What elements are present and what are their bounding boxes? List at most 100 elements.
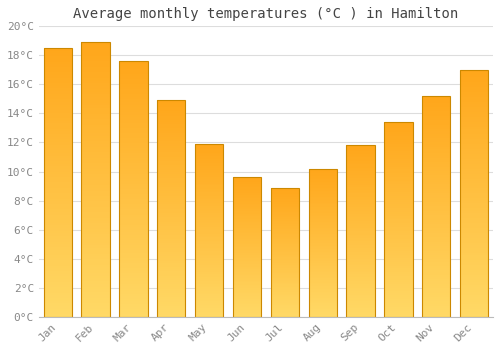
Bar [233, 270, 261, 271]
Bar [44, 62, 72, 64]
Bar [82, 42, 110, 45]
Bar [460, 213, 488, 216]
Bar [308, 203, 337, 204]
Bar [82, 292, 110, 295]
Bar [195, 275, 224, 277]
Bar [82, 166, 110, 169]
Bar [346, 178, 375, 180]
Bar [233, 304, 261, 306]
Bar [157, 135, 186, 137]
Bar [44, 241, 72, 244]
Bar [346, 154, 375, 156]
Bar [308, 302, 337, 303]
Bar [82, 300, 110, 303]
Bar [460, 161, 488, 164]
Bar [346, 221, 375, 223]
Bar [195, 232, 224, 234]
Bar [422, 235, 450, 237]
Bar [422, 204, 450, 206]
Bar [44, 51, 72, 54]
Bar [270, 194, 299, 195]
Bar [119, 133, 148, 135]
Bar [308, 204, 337, 206]
Bar [384, 309, 412, 311]
Bar [157, 247, 186, 250]
Bar [195, 227, 224, 229]
Bar [270, 294, 299, 295]
Bar [157, 297, 186, 300]
Bar [233, 294, 261, 296]
Bar [195, 294, 224, 296]
Bar [270, 288, 299, 290]
Bar [346, 192, 375, 194]
Bar [308, 284, 337, 286]
Bar [233, 256, 261, 257]
Bar [195, 215, 224, 217]
Bar [157, 267, 186, 269]
Bar [44, 110, 72, 113]
Bar [346, 278, 375, 279]
Bar [157, 150, 186, 152]
Bar [119, 94, 148, 97]
Bar [233, 243, 261, 244]
Bar [44, 118, 72, 121]
Bar [346, 216, 375, 217]
Bar [346, 312, 375, 313]
Bar [119, 187, 148, 189]
Bar [384, 239, 412, 241]
Bar [44, 201, 72, 204]
Bar [346, 296, 375, 298]
Bar [346, 166, 375, 168]
Bar [460, 119, 488, 122]
Bar [157, 276, 186, 278]
Bar [119, 122, 148, 125]
Bar [270, 264, 299, 265]
Bar [460, 191, 488, 193]
Bar [195, 305, 224, 307]
Bar [195, 156, 224, 158]
Bar [346, 307, 375, 308]
Bar [460, 144, 488, 146]
Bar [157, 313, 186, 315]
Bar [195, 272, 224, 274]
Bar [308, 315, 337, 317]
Bar [233, 262, 261, 264]
Bar [119, 268, 148, 271]
Bar [460, 218, 488, 220]
Bar [233, 306, 261, 307]
Bar [346, 301, 375, 303]
Bar [460, 183, 488, 186]
Bar [233, 177, 261, 317]
Bar [119, 263, 148, 266]
Bar [270, 290, 299, 291]
Bar [119, 276, 148, 279]
Bar [384, 298, 412, 299]
Bar [233, 184, 261, 186]
Bar [119, 128, 148, 130]
Bar [195, 230, 224, 232]
Bar [82, 45, 110, 48]
Bar [233, 286, 261, 287]
Bar [308, 299, 337, 301]
Bar [308, 309, 337, 311]
Bar [384, 146, 412, 147]
Bar [44, 107, 72, 110]
Bar [384, 198, 412, 200]
Bar [308, 314, 337, 315]
Bar [422, 301, 450, 303]
Bar [270, 188, 299, 317]
Bar [119, 125, 148, 128]
Bar [233, 193, 261, 194]
Bar [384, 264, 412, 266]
Bar [422, 284, 450, 286]
Bar [119, 61, 148, 317]
Bar [270, 225, 299, 226]
Bar [195, 250, 224, 251]
Bar [422, 303, 450, 306]
Bar [270, 210, 299, 211]
Bar [119, 299, 148, 301]
Bar [346, 294, 375, 296]
Bar [233, 264, 261, 265]
Bar [308, 244, 337, 246]
Bar [195, 220, 224, 222]
